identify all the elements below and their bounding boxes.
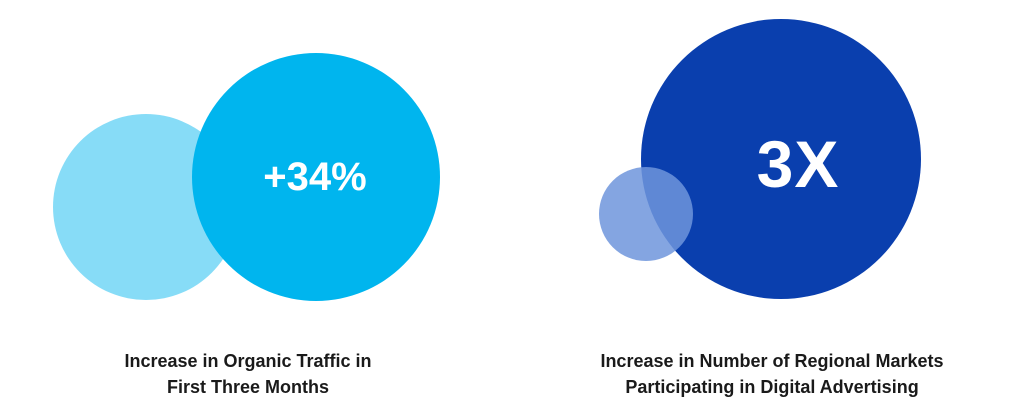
circles-svg [53, 53, 440, 301]
overlapping-circles-graphic [0, 0, 512, 330]
stat-organic-traffic: +34% Increase in Organic Traffic in Firs… [0, 0, 512, 400]
caption-line: Increase in Number of Regional Markets [600, 351, 944, 371]
circles-svg [599, 19, 921, 299]
primary-circle [641, 19, 921, 299]
primary-circle [192, 53, 440, 301]
stat-caption: Increase in Number of Regional Markets P… [542, 348, 1002, 400]
secondary-circle [53, 114, 239, 300]
stat-value: +34% [263, 155, 367, 199]
stat-caption: Increase in Organic Traffic in First Thr… [68, 348, 428, 400]
caption-line: Increase in Organic Traffic in [124, 351, 372, 371]
caption-line: Participating in Digital Advertising [625, 377, 919, 397]
stat-regional-markets: 3X Increase in Number of Regional Market… [512, 0, 1024, 410]
secondary-circle [599, 167, 693, 261]
overlapping-circles-graphic [512, 0, 1024, 330]
caption-line: First Three Months [166, 377, 329, 397]
stat-value: 3X [756, 127, 840, 201]
